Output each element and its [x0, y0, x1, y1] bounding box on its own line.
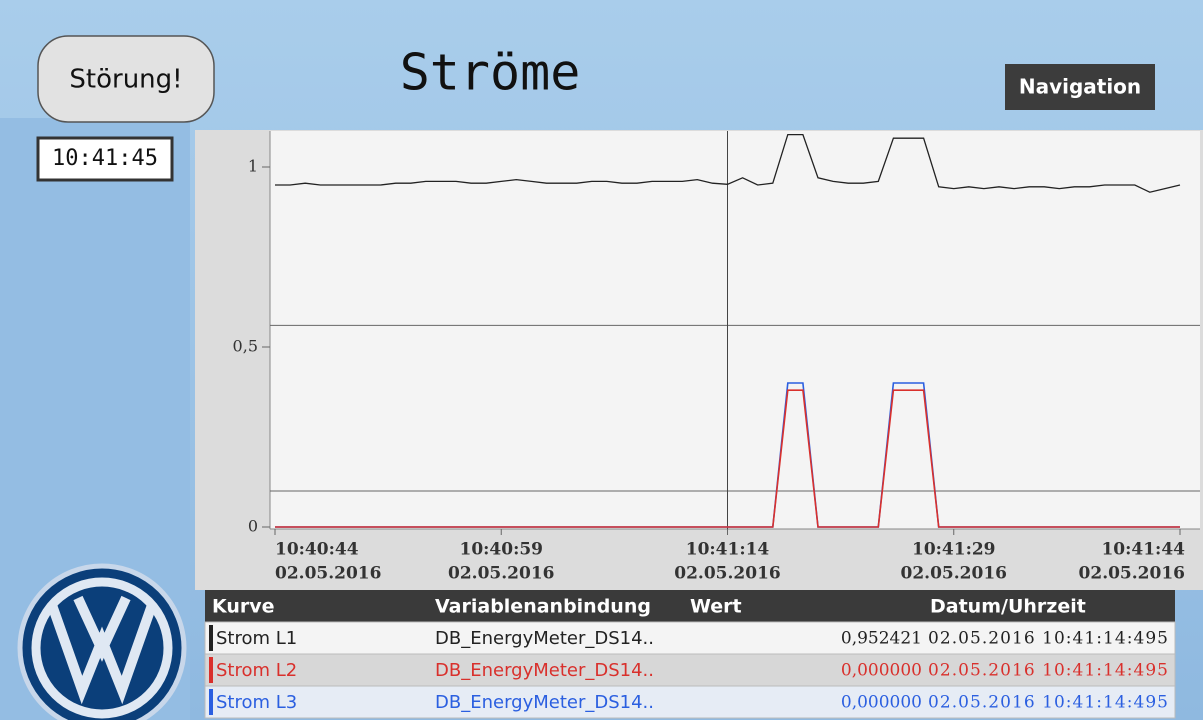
x-tick-label: 10:41:44 [1101, 540, 1185, 560]
navigation-button-label: Navigation [1019, 75, 1141, 99]
table-cell: 02.05.2016 10:41:14:495 [928, 629, 1168, 649]
x-tick-date: 02.05.2016 [448, 564, 554, 584]
table-cell: Strom L3 [216, 692, 297, 713]
x-tick-date: 02.05.2016 [1079, 564, 1185, 584]
table-cell: DB_EnergyMeter_DS14.. [435, 660, 654, 681]
table-cell: 0,952421 [841, 629, 922, 649]
row-color-swatch [209, 625, 213, 651]
x-tick-label: 10:41:29 [912, 540, 996, 560]
table-cell: DB_EnergyMeter_DS14.. [435, 628, 654, 649]
x-tick-label: 10:40:44 [275, 540, 359, 560]
table-cell: 02.05.2016 10:41:14:495 [928, 693, 1168, 713]
page: Störung! Ströme Navigation 10:41:45 Kurv… [0, 0, 1203, 720]
x-tick-label: 10:40:59 [459, 540, 543, 560]
row-color-swatch [209, 657, 213, 683]
table-column-header: Datum/Uhrzeit [930, 596, 1086, 618]
table-cell: 0,000000 [841, 661, 922, 681]
alarm-button-label: Störung! [69, 65, 182, 95]
y-tick-label: 1 [248, 157, 258, 176]
table-column-header: Variablenanbindung [435, 596, 651, 618]
y-tick-label: 0,5 [233, 337, 258, 356]
plot-area [270, 131, 1200, 529]
table-cell: 02.05.2016 10:41:14:495 [928, 661, 1168, 681]
x-tick-date: 02.05.2016 [674, 564, 780, 584]
hmi-screen: Störung! Ströme Navigation 10:41:45 Kurv… [0, 0, 1203, 720]
table-column-header: Wert [690, 596, 742, 618]
clock: 10:41:45 [52, 146, 158, 171]
x-tick-date: 02.05.2016 [275, 564, 381, 584]
page-title: Ströme [400, 44, 581, 102]
x-tick-label: 10:41:14 [686, 540, 770, 560]
table-cell: Strom L1 [216, 628, 297, 649]
y-tick-label: 0 [248, 517, 258, 536]
table-cell: 0,000000 [841, 693, 922, 713]
row-color-swatch [209, 689, 213, 715]
table-cell: DB_EnergyMeter_DS14.. [435, 692, 654, 713]
vw-logo [20, 566, 184, 720]
trend-table: Kurve Variablenanbindung Wert Datum/Uhrzeit… [205, 590, 1175, 718]
x-tick-date: 02.05.2016 [901, 564, 1007, 584]
table-cell: Strom L2 [216, 660, 297, 681]
table-column-header: Kurve [212, 596, 275, 618]
